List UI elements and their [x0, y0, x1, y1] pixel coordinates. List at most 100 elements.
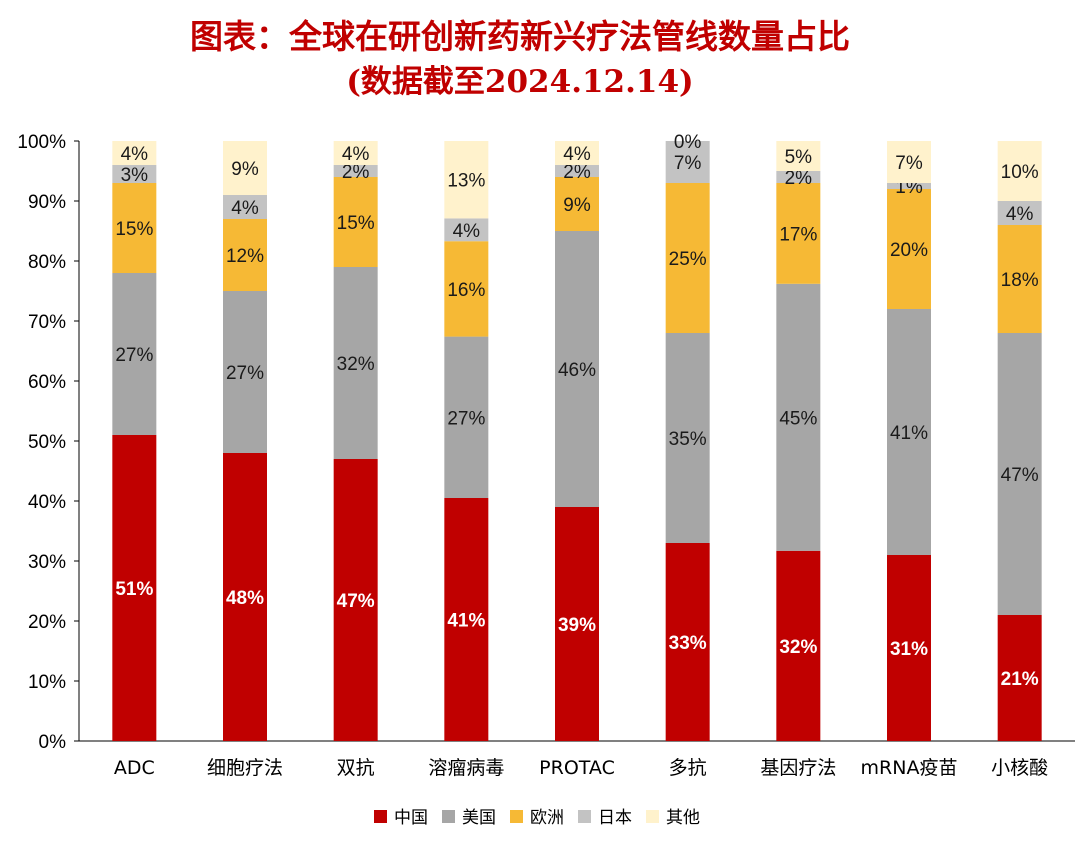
y-tick-label: 0% [39, 732, 67, 753]
chart-subtitle: (数据截至2024.12.14) [346, 64, 693, 100]
x-tick-label: PROTAC [539, 757, 615, 779]
bar-segment [444, 141, 489, 219]
bar-segment [887, 141, 931, 183]
y-tick-label: 30% [28, 552, 66, 573]
y-axis: 0% 10% 20% 30% 40% 50% 60% 70% 80% 90% 100% [17, 132, 1075, 753]
data-label: 13% [447, 171, 485, 192]
data-label: 48% [226, 588, 264, 609]
bar-segment [776, 283, 821, 551]
bar-segment [444, 336, 489, 498]
y-tick-label: 40% [28, 492, 66, 513]
bar-segment [223, 219, 267, 291]
bar-segment [444, 498, 489, 741]
bar-group: 39% 46% 9% 2%4% [555, 141, 599, 741]
bar-segment [776, 183, 821, 284]
bar-segment [555, 231, 599, 507]
data-label: 4% [1006, 204, 1034, 225]
data-label: 16% [447, 280, 485, 301]
legend-item: 中国 [374, 808, 428, 828]
data-label: 15% [337, 213, 375, 234]
bar-segment [223, 195, 267, 219]
y-tick-label: 50% [28, 432, 66, 453]
bar-group: 48% 27% 12% 4% 9% [223, 141, 267, 741]
data-label: 47% [337, 591, 375, 612]
bar-segment [555, 141, 599, 165]
data-label: 3% [121, 165, 149, 186]
y-tick-label: 100% [17, 132, 66, 153]
bar-segment [997, 201, 1042, 225]
data-label: 4% [342, 144, 370, 165]
data-label: 17% [779, 224, 817, 245]
data-label: 0% [674, 132, 702, 153]
bar-group: 41% 27% 16% 4% 13% [444, 141, 489, 741]
bar-segment [997, 333, 1042, 615]
legend-swatch [510, 810, 523, 823]
bar-segment [223, 453, 267, 741]
chart-title: 图表：全球在研创新药新兴疗法管线数量占比 [190, 17, 850, 56]
data-label: 32% [337, 354, 375, 375]
x-tick-label: 细胞疗法 [207, 757, 283, 779]
data-label: 2% [342, 162, 370, 183]
bar-segment [333, 165, 378, 177]
data-label: 46% [558, 360, 596, 381]
data-label: 32% [779, 637, 817, 658]
legend-item: 美国 [442, 808, 496, 828]
x-tick-label: 基因疗法 [760, 757, 836, 779]
bar-group: 32% 45% 17% 2%5% [776, 141, 821, 741]
data-label: 4% [121, 144, 149, 165]
bar-segment [333, 459, 378, 741]
legend-item: 日本 [578, 808, 632, 828]
data-label: 4% [453, 221, 481, 242]
bar-segment [444, 218, 489, 242]
data-label: 35% [669, 429, 707, 450]
data-label: 2% [785, 168, 813, 189]
bar-segment [887, 555, 931, 741]
data-label: 41% [890, 423, 928, 444]
x-tick-label: 双抗 [337, 757, 375, 779]
data-label: 31% [890, 639, 928, 660]
bars: 51%27%15%3%4%48%27%12%4%9%47%32%15%2%4%4… [112, 132, 1042, 741]
bar-segment [997, 225, 1042, 333]
data-label: 25% [669, 249, 707, 270]
legend-swatch [442, 810, 455, 823]
bar-segment [887, 309, 931, 555]
legend-label: 美国 [462, 808, 496, 828]
legend-item: 其他 [646, 808, 700, 828]
data-label: 41% [447, 611, 485, 632]
x-tick-label: 小核酸 [991, 757, 1048, 779]
bar-segment [333, 177, 378, 267]
legend-label: 中国 [394, 808, 428, 828]
bar-segment [887, 189, 931, 309]
bar-segment [776, 171, 821, 183]
bar-group: 51% 27% 15% 3%4% [112, 141, 157, 741]
data-label: 9% [563, 195, 591, 216]
bar-segment [112, 141, 157, 165]
data-label: 2% [563, 162, 591, 183]
bar-segment [112, 435, 157, 741]
y-tick-label: 80% [28, 252, 66, 273]
legend: 中国 美国 欧洲 日本 其他 [374, 808, 700, 828]
bar-segment [665, 333, 710, 543]
data-label: 51% [115, 579, 153, 600]
data-label: 10% [1001, 162, 1039, 183]
x-tick-label: ADC [114, 757, 155, 779]
data-label: 4% [563, 144, 591, 165]
legend-label: 其他 [666, 808, 700, 828]
bar-segment [223, 291, 267, 453]
data-label: 47% [1001, 465, 1039, 486]
x-tick-label: 溶瘤病毒 [428, 757, 504, 779]
bar-group: 31%41%20%1%7% [887, 141, 931, 741]
legend-swatch [374, 810, 387, 823]
data-label: 27% [447, 408, 485, 429]
bar-segment [997, 141, 1042, 201]
data-label: 18% [1001, 270, 1039, 291]
data-label: 21% [1001, 669, 1039, 690]
bar-segment [665, 141, 710, 183]
y-tick-label: 60% [28, 372, 66, 393]
y-tick-label: 90% [28, 192, 66, 213]
data-label: 7% [674, 153, 702, 174]
legend-swatch [646, 810, 659, 823]
legend-swatch [578, 810, 591, 823]
bar-segment [555, 507, 599, 741]
data-label: 45% [779, 408, 817, 429]
